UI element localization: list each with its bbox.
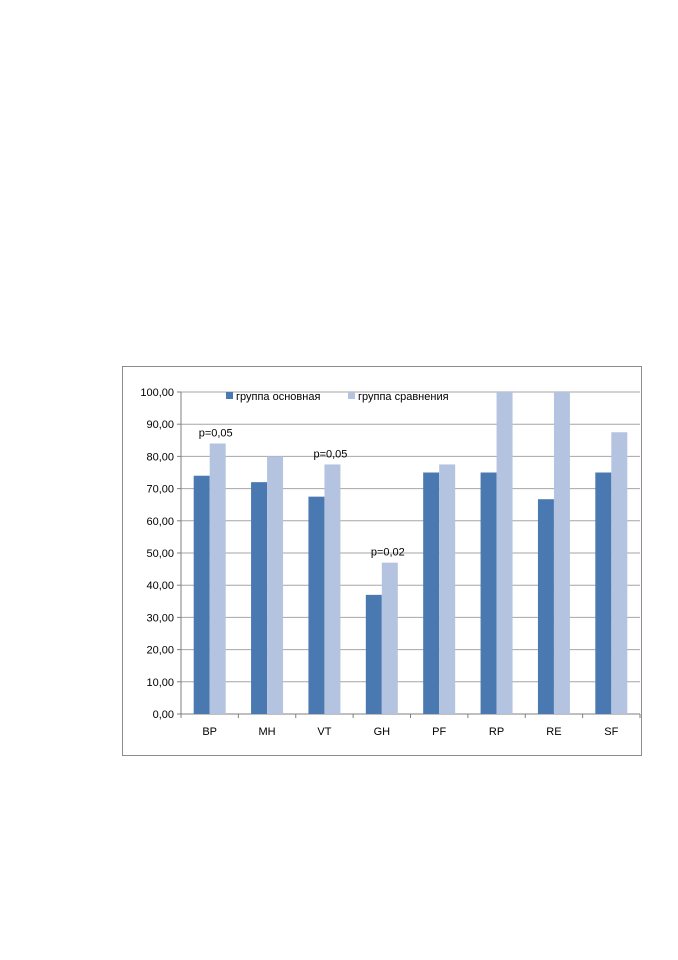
x-tick-label: RE: [546, 726, 561, 738]
x-tick-label: VT: [317, 726, 331, 738]
p-value-annotation: p=0,02: [371, 547, 405, 559]
y-tick-label: 80,00: [146, 451, 174, 463]
y-tick-label: 60,00: [146, 516, 174, 528]
y-tick-label: 30,00: [146, 612, 174, 624]
bar-gh-series-2: [381, 562, 398, 714]
p-value-annotation: p=0,05: [199, 428, 233, 440]
y-tick-label: 70,00: [146, 484, 174, 496]
legend-swatch-series-1: [226, 392, 233, 399]
bar-vt-series-1: [308, 496, 325, 714]
bar-mh-series-1: [251, 482, 268, 714]
bar-rp-series-2: [496, 392, 513, 714]
x-tick-label: PF: [432, 726, 446, 738]
bar-pf-series-1: [423, 472, 440, 714]
bar-mh-series-2: [267, 456, 284, 714]
bar-gh-series-1: [365, 594, 382, 714]
x-tick-label: BP: [202, 726, 217, 738]
bar-re-series-1: [537, 499, 554, 714]
bar-rp-series-1: [480, 472, 497, 714]
y-tick-label: 0,00: [153, 709, 174, 721]
legend-label-series-2: группа сравнения: [358, 391, 449, 403]
bar-pf-series-2: [439, 464, 456, 714]
x-tick-label: RP: [489, 726, 504, 738]
legend-label-series-1: группа основная: [236, 391, 320, 403]
bar-sf-series-1: [595, 472, 612, 714]
y-tick-label: 50,00: [146, 548, 174, 560]
legend-swatch-series-2: [348, 392, 355, 399]
x-tick-label: MH: [259, 726, 276, 738]
bar-re-series-2: [553, 392, 570, 714]
y-tick-label: 100,00: [140, 387, 174, 399]
bar-bp-series-1: [193, 475, 210, 714]
y-tick-label: 40,00: [146, 580, 174, 592]
bar-sf-series-2: [611, 432, 628, 714]
x-tick-label: SF: [604, 726, 618, 738]
y-tick-label: 90,00: [146, 419, 174, 431]
bar-bp-series-2: [209, 443, 226, 714]
y-tick-label: 10,00: [146, 677, 174, 689]
p-value-annotation: p=0,05: [313, 448, 347, 460]
x-tick-label: GH: [374, 726, 391, 738]
bar-vt-series-2: [324, 464, 341, 714]
y-tick-label: 20,00: [146, 645, 174, 657]
